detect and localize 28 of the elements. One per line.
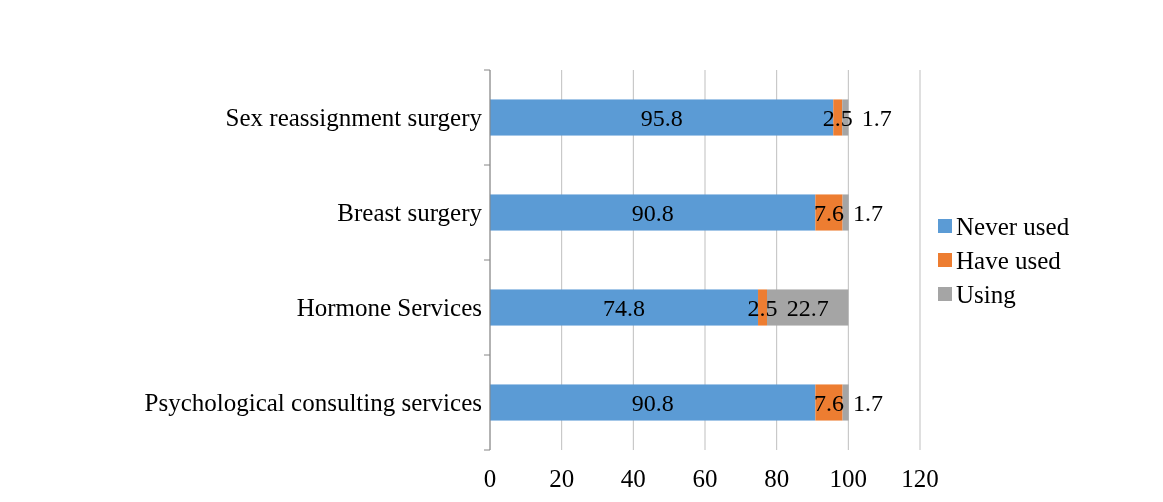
x-tick-label: 60 [692, 464, 718, 492]
data-label: 7.6 [813, 389, 844, 416]
y-tick-label: Sex reassignment surgery [225, 104, 483, 132]
data-label: 22.7 [786, 294, 829, 321]
data-label: 1.7 [861, 104, 892, 131]
data-label: 74.8 [603, 294, 646, 321]
y-tick-label: Breast surgery [337, 199, 483, 227]
bar [490, 194, 816, 231]
data-label: 7.6 [813, 199, 844, 226]
x-tick-label: 100 [829, 464, 868, 492]
x-tick-label: 120 [901, 464, 939, 492]
legend-label: Never used [956, 212, 1070, 240]
data-label: 90.8 [631, 199, 674, 226]
bar [490, 384, 816, 421]
legend-label: Using [956, 280, 1017, 308]
x-tick-label: 0 [483, 464, 497, 492]
legend-label: Have used [956, 246, 1062, 274]
data-label: 1.7 [852, 389, 883, 416]
data-label: 1.7 [852, 199, 883, 226]
x-tick-label: 40 [620, 464, 646, 492]
y-tick-label: Psychological consulting services [144, 389, 482, 417]
data-label: 90.8 [631, 389, 674, 416]
x-tick-label: 80 [764, 464, 790, 492]
x-tick-label: 20 [549, 464, 575, 492]
y-tick-label: Hormone Services [296, 294, 482, 322]
bar [842, 194, 849, 231]
bar [842, 384, 849, 421]
data-label: 95.8 [640, 104, 683, 131]
